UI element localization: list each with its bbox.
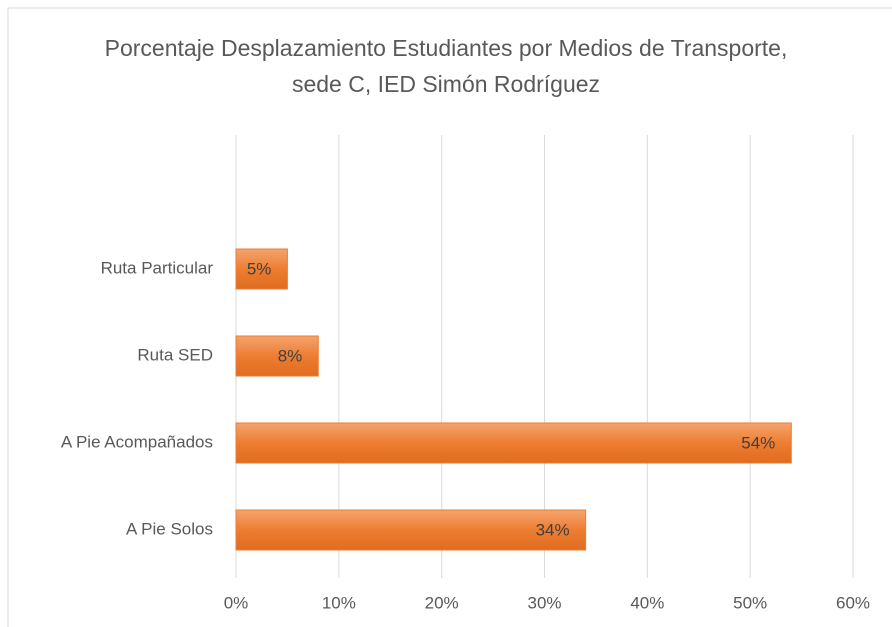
bar bbox=[235, 335, 319, 377]
data-label: 5% bbox=[247, 259, 272, 278]
data-label: 34% bbox=[536, 520, 570, 539]
data-label: 8% bbox=[278, 346, 303, 365]
x-tick-label: 40% bbox=[630, 593, 664, 612]
y-tick-label: Ruta Particular bbox=[101, 258, 214, 277]
x-tick-label: 60% bbox=[836, 593, 870, 612]
x-tick-label: 0% bbox=[224, 593, 249, 612]
bar bbox=[235, 509, 587, 551]
data-label: 54% bbox=[741, 433, 775, 452]
y-tick-label: A Pie Solos bbox=[126, 519, 213, 538]
y-tick-label: Ruta SED bbox=[137, 345, 213, 364]
x-tick-label: 30% bbox=[527, 593, 561, 612]
x-tick-label: 20% bbox=[425, 593, 459, 612]
bar bbox=[235, 422, 792, 464]
y-tick-label: A Pie Acompañados bbox=[61, 432, 213, 451]
x-tick-label: 10% bbox=[322, 593, 356, 612]
bar bbox=[235, 248, 288, 290]
x-tick-label: 50% bbox=[733, 593, 767, 612]
chart-title: Porcentaje Desplazamiento Estudiantes po… bbox=[104, 35, 788, 97]
